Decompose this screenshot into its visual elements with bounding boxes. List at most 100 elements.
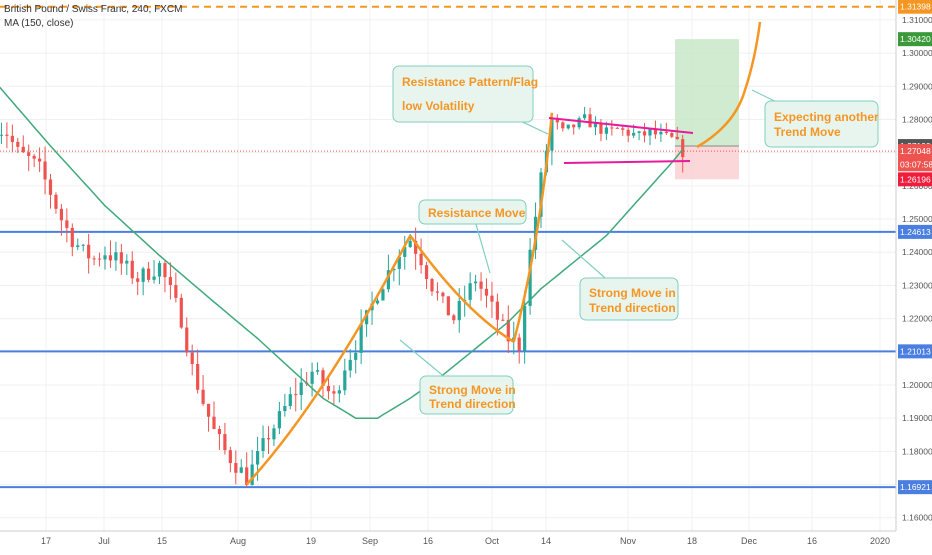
candle-body [588,114,592,128]
y-tick-label: 1.28000 [902,114,932,124]
callout-box [579,277,679,321]
candle-body [201,389,205,404]
candle-body [212,416,216,429]
callout-box [418,199,527,225]
candle-body [408,240,412,248]
candle-body [43,161,47,180]
callout-text: Trend Move [774,125,841,139]
candle-body [92,258,96,260]
x-tick-label: 17 [41,536,51,546]
candle-body [632,132,636,136]
candle-body [321,370,325,386]
candle-body [261,438,265,451]
candle-body [441,292,445,297]
candle-body [403,247,407,257]
x-axis-background [0,531,932,550]
candle-body [659,131,663,135]
candle-body [147,268,151,280]
price-tag-label: 1.31398 [900,2,931,12]
candle-body [10,135,14,142]
candle-body [119,252,123,264]
candle-body [479,281,483,289]
y-tick-label: 1.25000 [902,214,932,224]
candle-body [234,463,238,473]
price-tag-label: 1.16921 [900,482,931,492]
candle-body [152,276,156,280]
candle-body [495,301,499,320]
y-tick-label: 1.29000 [902,81,932,91]
price-tag-label: 1.26196 [900,174,931,184]
candle-body [256,450,260,465]
y-tick-label: 1.18000 [902,446,932,456]
resistance-move-curve [409,234,515,343]
trade-zones [675,39,739,180]
stop-zone [675,146,739,180]
candle-body [299,382,303,396]
candle-body [294,394,298,396]
candle-body [223,434,227,451]
candle-body [501,319,505,321]
candle-body [5,134,9,136]
callout-text: Trend direction [429,397,516,411]
y-tick-label: 1.16000 [902,513,932,523]
candle-body [228,450,232,464]
y-tick-label: 1.24000 [902,247,932,257]
annotation-drawings[interactable] [245,21,762,486]
candle-body [288,394,292,406]
candle-body [681,139,685,158]
candle-body [566,124,570,129]
candle-body [196,363,200,390]
callout-text: Resistance Pattern/Flag [402,75,538,89]
candle-body [59,208,63,221]
candle-body [27,152,31,156]
y-tick-label: 1.30000 [902,48,932,58]
callout-flag[interactable]: Resistance Pattern/Flag low Volatility [392,65,549,135]
candle-body [70,227,74,248]
candle-body [245,467,249,486]
candle-body [163,263,167,278]
candle-body [599,122,603,134]
callout-resistance-move[interactable]: Resistance Move [418,199,527,274]
y-tick-label: 1.22000 [902,314,932,324]
candle-body [435,291,440,293]
target-zone [675,39,739,147]
annotation-callouts[interactable]: Resistance Pattern/Flag low Volatility Exp… [392,65,879,415]
x-tick-label: Sep [362,536,378,546]
candle-body [424,265,429,280]
candle-body [561,122,565,129]
price-tag [898,224,932,239]
candle-body [32,155,36,159]
candle-body [375,300,380,304]
candle-body [38,158,42,162]
candle-body [397,256,401,269]
candle-body [468,283,472,300]
candle-body [125,260,129,264]
candle-body [637,131,641,133]
callout-text: Strong Move in [589,286,676,300]
candle-body [577,118,581,128]
candle-body [250,464,254,486]
candle-body [354,352,358,360]
x-tick-label: Nov [620,536,637,546]
callout-text: Trend direction [589,301,676,315]
candle-body [490,295,494,302]
candle-body [326,385,331,392]
price-tag-label: 1.27048 [900,146,931,156]
x-tick-label: Dec [741,536,758,546]
candle-body [0,134,4,136]
candle-body [337,390,341,394]
callout-box [392,65,534,123]
candle-body [343,370,347,391]
candle-body [517,337,521,351]
candle-body [277,411,281,429]
y-tick-label: 1.31000 [902,15,932,25]
horizontal-levels[interactable] [0,5,896,489]
x-tick-label: 2020 [870,536,890,546]
candle-body [217,428,222,435]
